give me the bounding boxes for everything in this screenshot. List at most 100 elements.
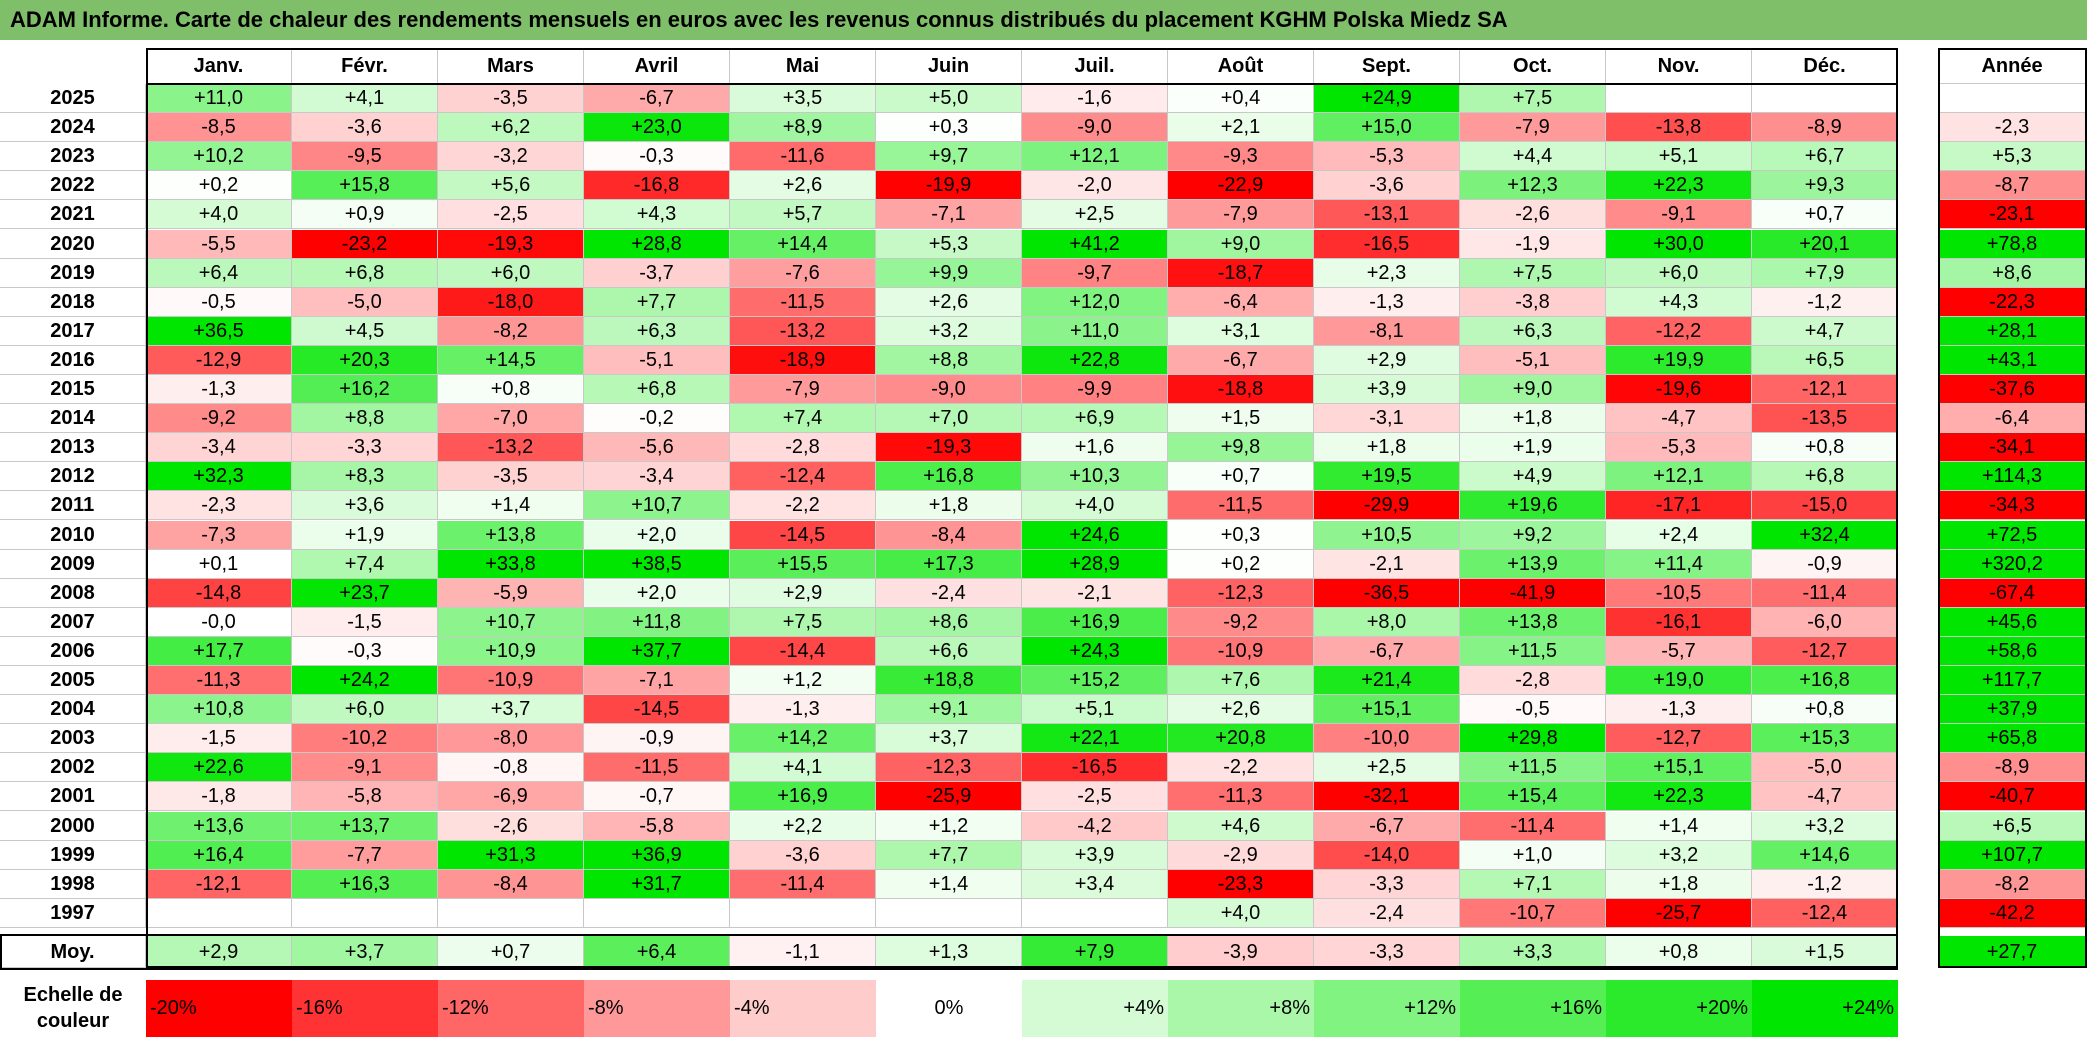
heat-cell: +2,5 [1314,753,1460,783]
heat-cell: -12,4 [730,462,876,492]
heat-cell: -2,4 [876,578,1022,608]
heat-cell: -1,3 [1606,695,1752,725]
heat-cell: +9,0 [1460,375,1606,405]
heat-cell: +1,2 [876,811,1022,841]
annual-cell: +5,3 [1938,142,2087,172]
heat-cell: -7,9 [1460,113,1606,143]
heat-cell: +1,6 [1022,433,1168,463]
heat-cell: +19,9 [1606,345,1752,375]
year-label: 2018 [0,287,146,317]
heat-cell: -7,0 [438,404,584,434]
heat-cell: +11,8 [584,607,730,637]
heat-cell: +9,2 [1460,520,1606,550]
heat-cell: +32,4 [1752,520,1898,550]
annual-cell: -23,1 [1938,200,2087,230]
heat-cell: +3,7 [438,695,584,725]
year-label: 2020 [0,229,146,259]
heat-cell [584,898,730,928]
header-divider [146,83,1898,85]
heat-cell: +28,9 [1022,549,1168,579]
heat-cell: +23,7 [292,578,438,608]
heat-cell: +15,2 [1022,666,1168,696]
heat-cell: -2,6 [438,811,584,841]
heat-cell: +15,5 [730,549,876,579]
heat-cell: +23,0 [584,113,730,143]
heat-cell: +6,4 [146,258,292,288]
heat-cell: -3,6 [730,840,876,870]
heat-cell: -3,5 [438,84,584,114]
annual-cell: +45,6 [1938,607,2087,637]
heat-cell: +41,2 [1022,229,1168,259]
heat-cell: +11,0 [146,84,292,114]
month-header: Juin [876,48,1022,84]
heat-cell: +22,3 [1606,171,1752,201]
annual-cell: +58,6 [1938,636,2087,666]
heat-cell: +7,5 [730,607,876,637]
heat-cell: +5,0 [876,84,1022,114]
heat-cell: -13,2 [438,433,584,463]
heat-cell: +30,0 [1606,229,1752,259]
heat-cell: -0,8 [438,753,584,783]
avg-cell: -1,1 [730,935,876,968]
scale-swatch: -4% [730,980,876,1037]
year-label: 1999 [0,840,146,870]
heat-cell: -10,9 [438,666,584,696]
annual-cell: -37,6 [1938,375,2087,405]
heat-cell: -16,5 [1022,753,1168,783]
year-label: 2000 [0,811,146,841]
heat-cell: +10,2 [146,142,292,172]
heat-cell [438,898,584,928]
heat-cell: -0,5 [1460,695,1606,725]
heat-cell: +22,3 [1606,782,1752,812]
heat-cell: +0,8 [438,375,584,405]
heat-cell: -15,0 [1752,491,1898,521]
heat-cell: +7,7 [876,840,1022,870]
heat-cell: -12,9 [146,345,292,375]
scale-swatch: 0% [876,980,1022,1037]
heat-cell: +10,8 [146,695,292,725]
heat-cell: -18,8 [1168,375,1314,405]
heat-cell: +16,8 [1752,666,1898,696]
heat-cell [1022,898,1168,928]
heat-cell: +19,6 [1460,491,1606,521]
heat-cell: -9,2 [1168,607,1314,637]
heat-cell: -0,9 [584,724,730,754]
heat-cell: -1,3 [146,375,292,405]
year-label: 2021 [0,200,146,230]
heat-cell: +2,5 [1022,200,1168,230]
heat-cell: -3,1 [1314,404,1460,434]
heat-cell: +1,8 [876,491,1022,521]
heat-cell: +12,1 [1022,142,1168,172]
month-header: Déc. [1752,48,1898,84]
heat-cell: +6,5 [1752,345,1898,375]
heat-cell: -9,7 [1022,258,1168,288]
heat-cell: -11,3 [146,666,292,696]
annual-cell: +320,2 [1938,549,2087,579]
heat-cell: +1,2 [730,666,876,696]
heat-cell: +16,9 [1022,607,1168,637]
heat-cell: +31,7 [584,869,730,899]
heat-cell: -1,9 [1460,229,1606,259]
heat-cell: -11,3 [1168,782,1314,812]
year-label: 2025 [0,84,146,114]
heat-cell: -8,4 [876,520,1022,550]
heat-cell: +9,1 [876,695,1022,725]
heat-cell: -2,1 [1314,549,1460,579]
heat-cell: +3,6 [292,491,438,521]
heat-cell: +2,4 [1606,520,1752,550]
heat-cell: +3,1 [1168,316,1314,346]
avg-cell: +0,8 [1606,935,1752,968]
heat-cell: -5,6 [584,433,730,463]
heat-cell: +28,8 [584,229,730,259]
heat-cell: +9,0 [1168,229,1314,259]
heat-cell: -3,8 [1460,287,1606,317]
heat-cell: +4,4 [1460,142,1606,172]
heat-cell: -12,1 [1752,375,1898,405]
heat-cell: +11,5 [1460,753,1606,783]
heat-cell [876,898,1022,928]
heat-cell: -9,3 [1168,142,1314,172]
heat-cell: -18,9 [730,345,876,375]
heat-cell: +6,0 [438,258,584,288]
month-header: Mars [438,48,584,84]
